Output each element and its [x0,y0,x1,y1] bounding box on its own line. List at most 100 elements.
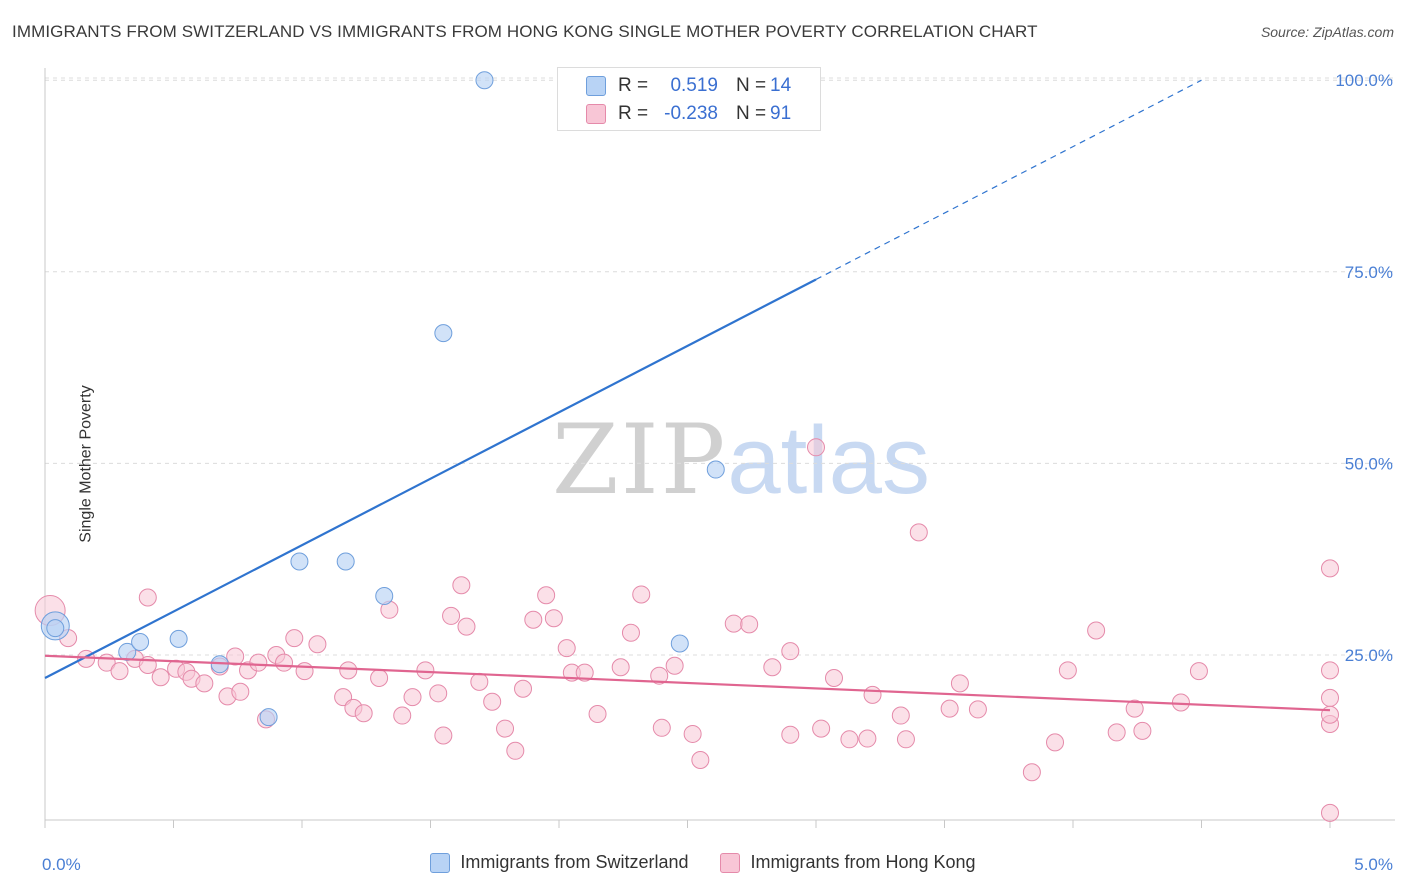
legend: Immigrants from Switzerland Immigrants f… [0,852,1406,873]
point-hongkong [588,705,607,724]
point-hongkong [1087,621,1106,640]
point-hongkong [807,438,825,457]
stats-r-label: R = [618,75,649,96]
point-hongkong [151,668,170,687]
y-tick-label: 100.0% [1335,71,1393,90]
point-hongkong [557,639,576,658]
point-hongkong [1321,559,1339,578]
trend-switzerland-extension [815,79,1202,280]
stats-row-hongkong: R = -0.238 N = 91 [558,100,820,128]
point-hongkong [1321,688,1339,707]
y-tick-label: 75.0% [1345,263,1393,282]
stats-n-label: N = [736,103,767,124]
point-hongkong [506,741,525,760]
trend-hongkong [44,654,1331,712]
point-switzerland [375,586,394,605]
point-hongkong [781,725,800,744]
point-switzerland [118,642,137,661]
point-hongkong [812,719,831,738]
point-hongkong [496,719,515,738]
point-hongkong [452,576,471,595]
point-hongkong [652,718,671,737]
point-hongkong [339,661,358,680]
point-switzerland [259,708,278,727]
stats-r-value: 0.519 [670,75,718,96]
point-switzerland [670,634,689,653]
point-hongkong [370,668,389,687]
stats-n-value: 91 [770,103,792,124]
point-hongkong [691,750,710,769]
point-hongkong [724,614,743,633]
point-hongkong [285,629,304,648]
point-hongkong [1022,763,1041,782]
point-hongkong [470,672,489,691]
trend-lines [44,79,1331,712]
point-hongkong [632,585,651,604]
point-hongkong [950,674,969,693]
point-hongkong [393,706,412,725]
trend-switzerland [44,278,817,679]
point-hongkong [863,685,882,704]
watermark-zip: ZIP [552,404,728,516]
point-switzerland [706,460,725,479]
point-hongkong [740,615,759,634]
point-switzerland [46,619,65,638]
point-hongkong [650,666,669,685]
point-hongkong [457,617,476,636]
watermark-atlas: atlas [727,407,930,514]
axes [44,68,1395,828]
point-hongkong [195,674,214,693]
point-hongkong [968,700,987,719]
point-hongkong [429,684,448,703]
point-hongkong [442,606,461,625]
point-hongkong [537,586,556,605]
stats-r-value: -0.238 [664,103,718,124]
point-switzerland [131,632,150,651]
point-hongkong [611,658,630,677]
point-hongkong [514,679,533,698]
series-hongkong-points [34,438,1339,822]
point-hongkong [226,647,245,666]
point-hongkong [1321,661,1339,680]
stats-row-switzerland: R = 0.519 N = 14 [558,72,820,100]
point-hongkong [840,730,859,749]
stats-r-label: R = [618,103,649,124]
point-hongkong [110,662,129,681]
stats-n-label: N = [736,75,767,96]
point-switzerland [169,629,188,648]
x-tick-label: 5.0% [1354,855,1393,874]
watermark: ZIPatlas [552,404,930,516]
point-hongkong [231,682,250,701]
legend-label-hongkong: Immigrants from Hong Kong [750,852,976,872]
point-switzerland [434,324,453,343]
point-hongkong [138,588,157,607]
point-hongkong [544,609,563,628]
point-hongkong [524,610,543,629]
legend-item-switzerland[interactable]: Immigrants from Switzerland [430,852,688,873]
point-hongkong [1125,699,1144,718]
y-tick-label: 50.0% [1345,454,1393,473]
point-hongkong [665,656,684,675]
chart-title: IMMIGRANTS FROM SWITZERLAND VS IMMIGRANT… [12,22,1038,41]
point-hongkong [621,623,640,642]
point-hongkong [1189,662,1208,681]
point-hongkong [1133,721,1152,740]
point-hongkong [940,699,959,718]
point-hongkong [416,661,435,680]
legend-swatch-switzerland [430,852,451,873]
point-hongkong [896,730,915,749]
y-axis-label: Single Mother Poverty [77,385,95,543]
y-tick-label: 25.0% [1345,646,1393,665]
point-hongkong [763,658,782,677]
stats-swatch-switzerland [586,76,606,96]
legend-item-hongkong[interactable]: Immigrants from Hong Kong [720,852,976,873]
point-hongkong [1046,733,1065,752]
point-switzerland [336,552,355,571]
point-hongkong [575,663,594,682]
stats-box: R = 0.519 N = 14 R = -0.238 N = 91 [557,67,821,131]
point-hongkong [824,668,843,687]
point-hongkong [249,653,268,672]
point-hongkong [354,704,373,723]
stats-swatch-hongkong [586,104,606,124]
point-hongkong [1058,661,1077,680]
